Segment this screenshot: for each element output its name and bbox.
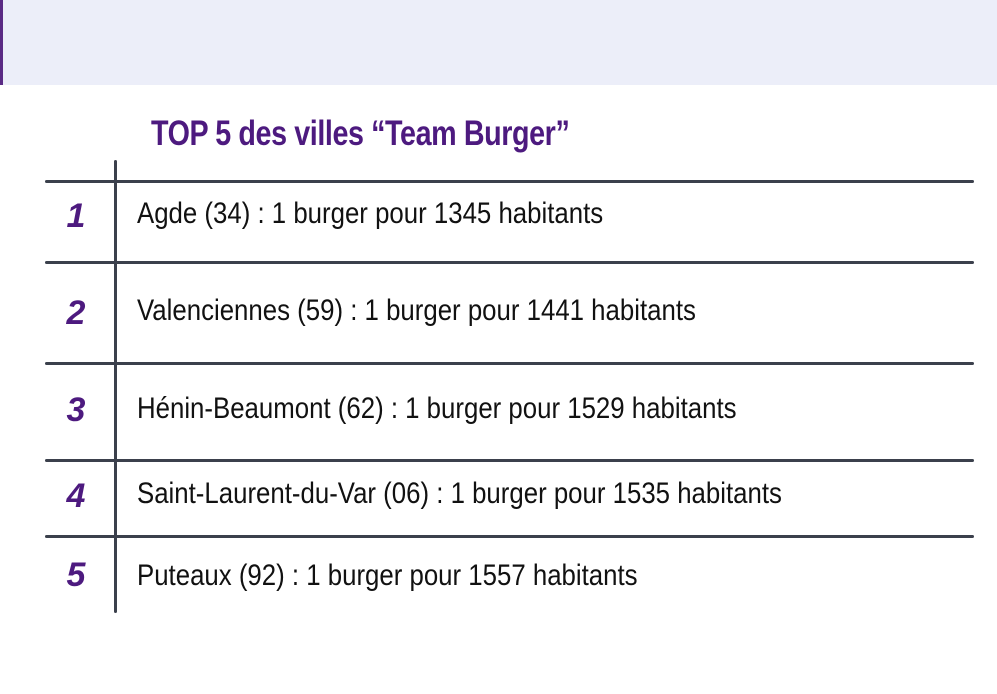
table-divider	[45, 535, 974, 538]
rank-number: 3	[66, 391, 86, 429]
table-row-text: Agde (34) : 1 burger pour 1345 habitants	[137, 197, 604, 230]
header-band	[0, 0, 997, 85]
rank-number: 1	[66, 197, 86, 235]
header-accent-bar	[0, 0, 3, 85]
page-title: TOP 5 des villes “Team Burger”	[151, 114, 570, 153]
rank-number: 2	[66, 294, 86, 332]
table-row-text: Saint-Laurent-du-Var (06) : 1 burger pou…	[137, 477, 782, 510]
table-divider	[45, 362, 974, 365]
rank-number: 5	[66, 556, 86, 594]
table-row-text: Hénin-Beaumont (62) : 1 burger pour 1529…	[137, 392, 737, 425]
table-row-text: Valenciennes (59) : 1 burger pour 1441 h…	[137, 294, 696, 327]
rank-number: 4	[66, 477, 86, 515]
table-divider	[45, 459, 974, 462]
table-vertical-divider	[114, 160, 117, 613]
table-row-text: Puteaux (92) : 1 burger pour 1557 habita…	[137, 559, 638, 592]
table-divider	[45, 180, 974, 183]
table-divider	[45, 261, 974, 264]
